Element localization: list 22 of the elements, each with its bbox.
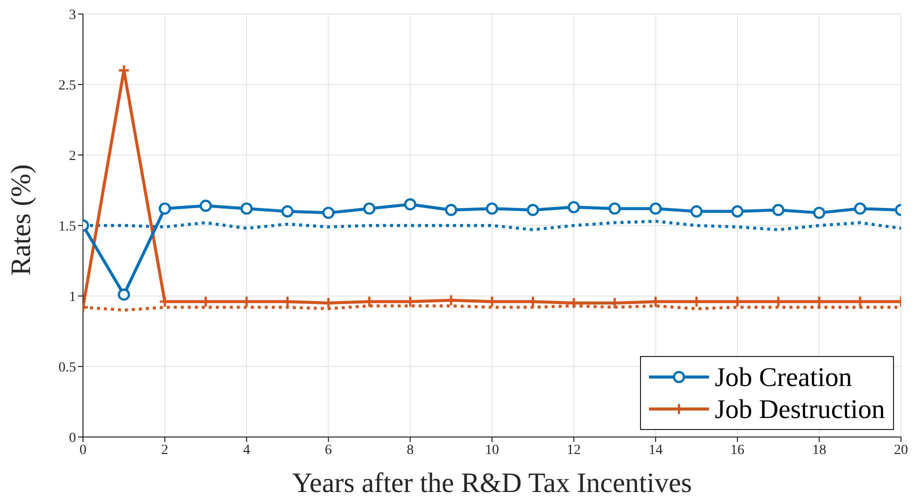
x-tick-label: 0	[80, 442, 86, 458]
y-tick-label: 1.5	[58, 219, 76, 234]
legend-label: Job Destruction	[714, 394, 885, 424]
y-tick-label: 2	[69, 148, 76, 164]
x-tick-label: 18	[812, 442, 826, 458]
y-tick-label: 3	[69, 8, 76, 23]
x-tick-label: 6	[324, 442, 332, 458]
x-tick-label: 4	[243, 442, 250, 458]
x-tick-label: 14	[648, 442, 663, 458]
y-axis-title: Rates (%)	[6, 164, 37, 276]
x-axis-title: Years after the R&D Tax Incentives	[292, 468, 692, 499]
legend-label: Job Creation	[714, 362, 852, 392]
y-tick-label: 1	[69, 290, 76, 305]
x-tick-label: 16	[730, 442, 744, 458]
x-tick-label: 20	[894, 442, 908, 458]
y-tick-label: 0.5	[58, 360, 76, 376]
y-tick-label: 0	[69, 430, 76, 446]
x-tick-label: 2	[161, 442, 168, 458]
x-tick-label: 12	[566, 442, 581, 458]
y-tick-label: 2.5	[58, 78, 76, 94]
x-tick-label: 10	[485, 442, 499, 458]
x-tick-label: 8	[406, 442, 414, 458]
